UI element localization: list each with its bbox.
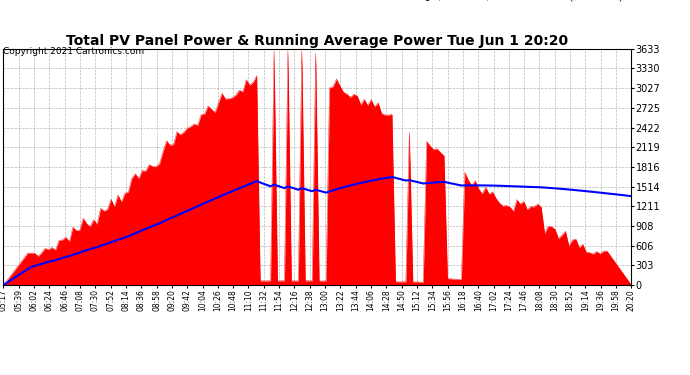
Text: Copyright 2021 Cartronics.com: Copyright 2021 Cartronics.com — [3, 47, 145, 56]
Legend: Average(DC Watts), PV Panels(DC Watts): Average(DC Watts), PV Panels(DC Watts) — [371, 0, 627, 5]
Title: Total PV Panel Power & Running Average Power Tue Jun 1 20:20: Total PV Panel Power & Running Average P… — [66, 34, 569, 48]
